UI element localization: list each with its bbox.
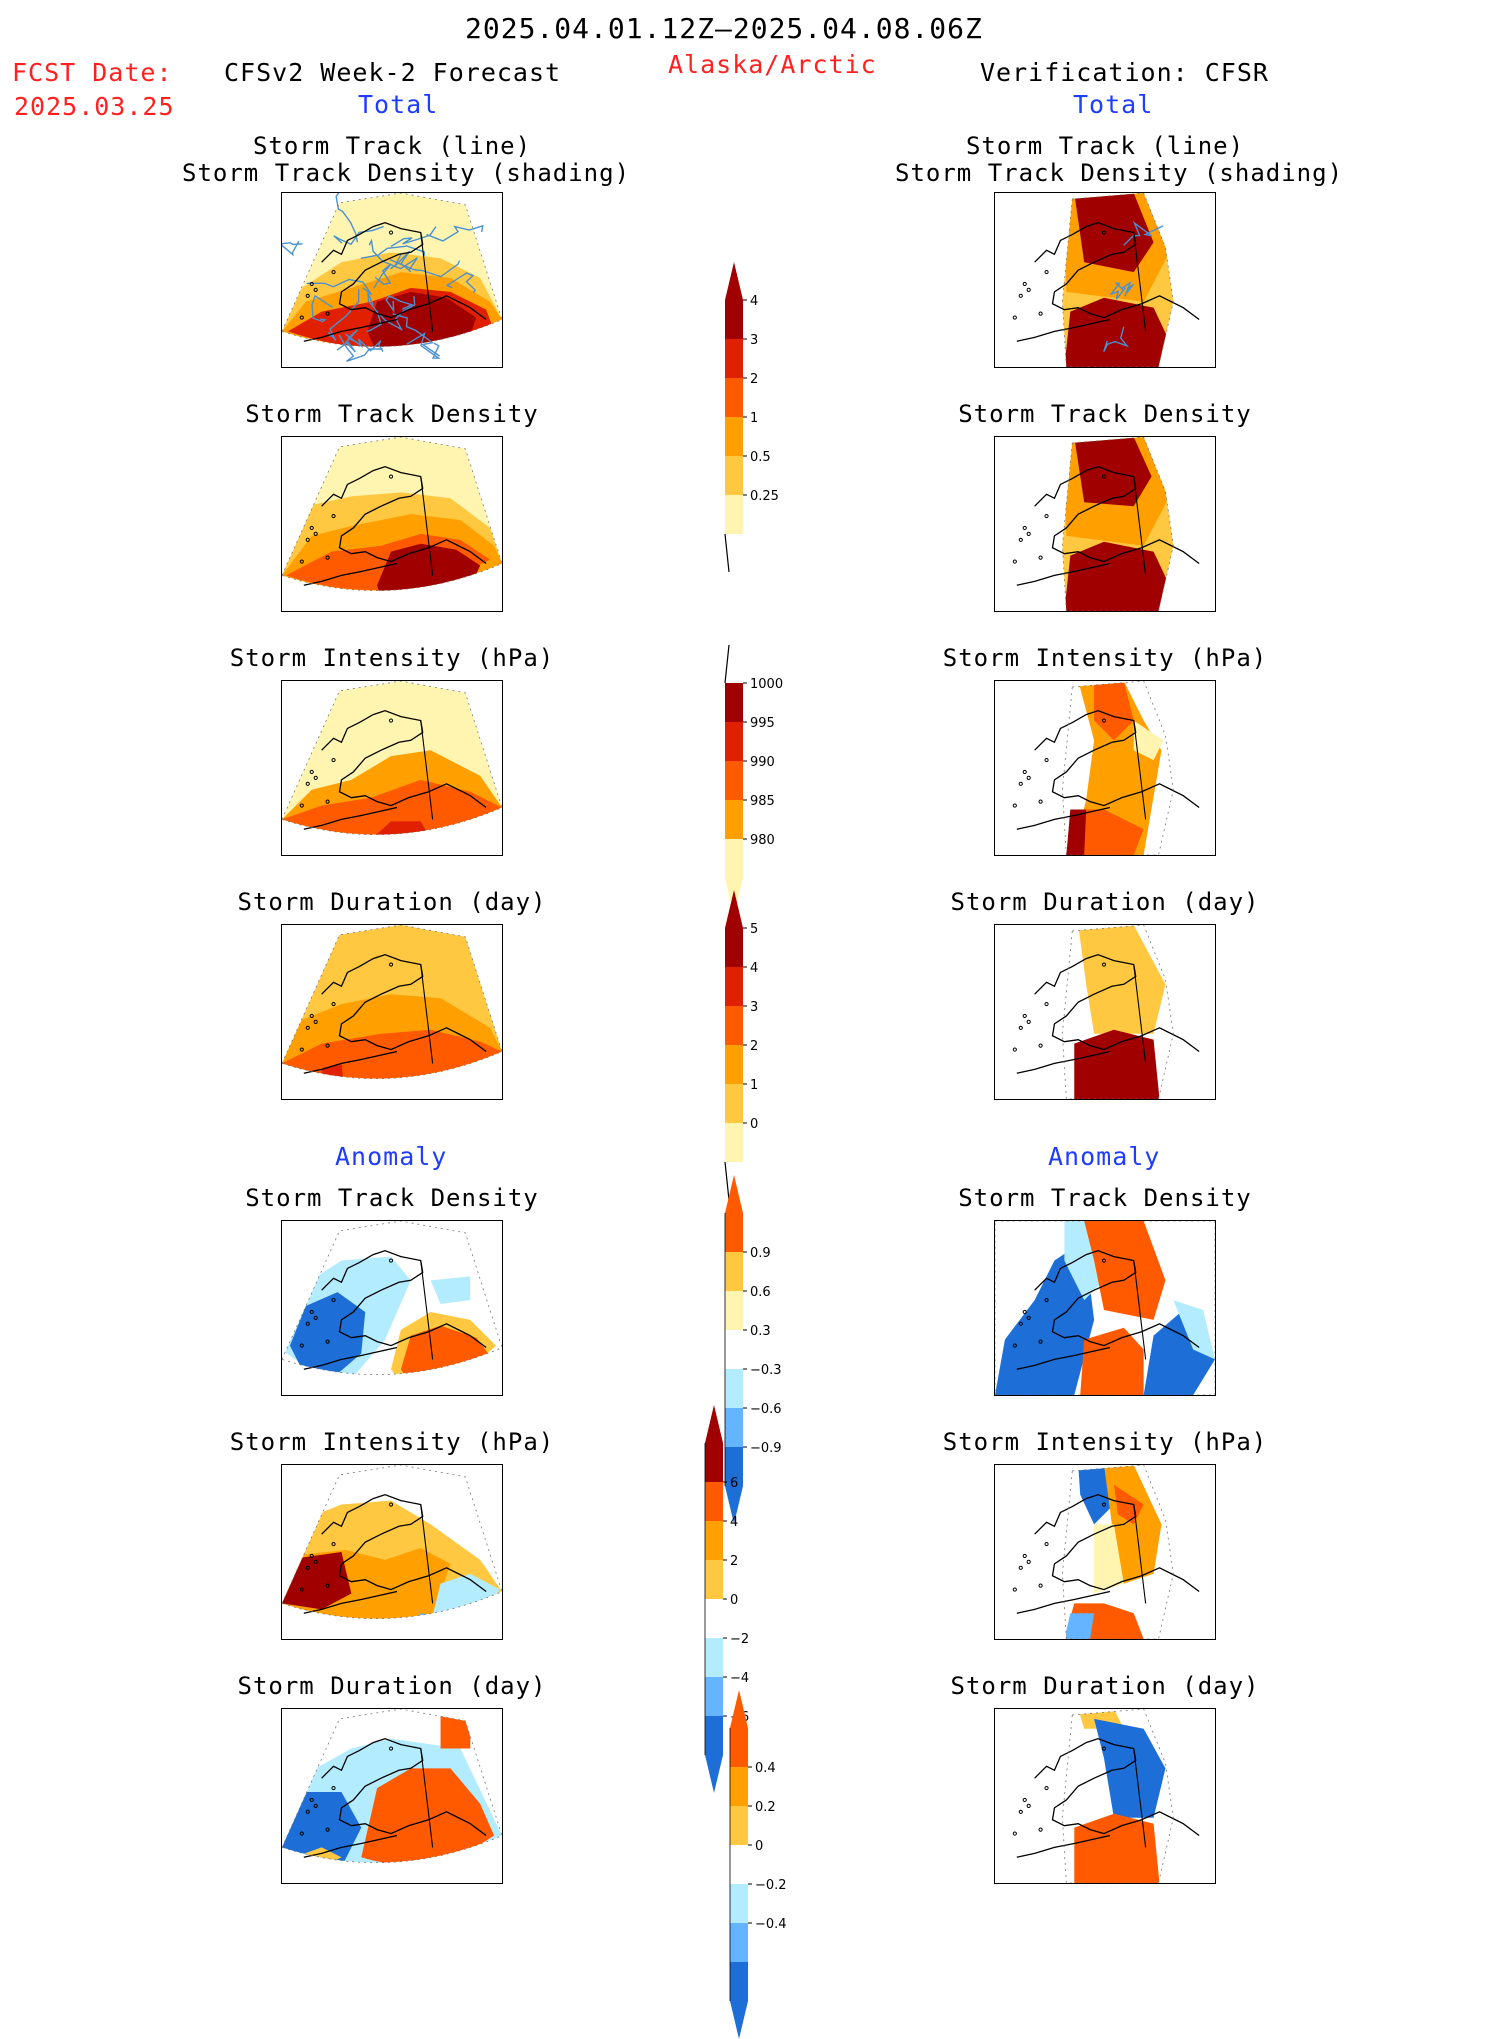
- right-title-duration: Storm Duration (day): [950, 888, 1260, 916]
- colorbar-tick-label: 990: [750, 755, 775, 770]
- right-title-track-line: Storm Track (line) Storm Track Density (s…: [895, 132, 1344, 187]
- map-verification-intensity: [994, 680, 1216, 856]
- forecast-period: 2025.04.01.12Z–2025.04.08.06Z: [465, 12, 983, 45]
- map-forecast-duration: [281, 924, 503, 1100]
- colorbar-tick-label: 3: [750, 1000, 758, 1015]
- colorbar-tick-label: 4: [730, 1515, 738, 1530]
- anomaly-label-left: Anomaly: [335, 1142, 448, 1171]
- left-title-anom-duration: Storm Duration (day): [237, 1672, 547, 1700]
- colorbar-tick-label: 0.9: [750, 1246, 771, 1261]
- colorbar-tick-label: 3: [750, 333, 758, 348]
- left-title-anom-intensity: Storm Intensity (hPa): [229, 1428, 555, 1456]
- region-title: Alaska/Arctic: [668, 50, 877, 79]
- fcst-date-value: 2025.03.25: [14, 92, 175, 121]
- right-title-anom-density: Storm Track Density: [958, 1184, 1252, 1212]
- colorbar-anom-duration: 0.4 0.2 0 −0.2 −0.4: [720, 1690, 820, 2039]
- colorbar-tick-label: 4: [750, 294, 758, 309]
- verification-title: Verification: CFSR: [980, 58, 1269, 87]
- right-title-anom-duration: Storm Duration (day): [950, 1672, 1260, 1700]
- total-label-left: Total: [358, 90, 439, 119]
- map-verification-density: [994, 436, 1216, 612]
- colorbar-duration: 5 4 3 2 1 0: [715, 890, 815, 1201]
- colorbar-tick-label: 1: [750, 411, 758, 426]
- colorbar-tick-label: 0: [755, 1839, 763, 1854]
- map-forecast-intensity: [281, 680, 503, 856]
- colorbar-tick-label: 6: [730, 1476, 738, 1491]
- colorbar-tick-label: 0.5: [750, 450, 771, 465]
- colorbar-tick-label: 0.25: [750, 489, 779, 504]
- map-verification-anom-intensity: [994, 1464, 1216, 1640]
- model-title: CFSv2 Week-2 Forecast: [224, 58, 562, 87]
- left-title-intensity: Storm Intensity (hPa): [229, 644, 555, 672]
- map-verification-track-line: [994, 192, 1216, 368]
- left-title-duration: Storm Duration (day): [237, 888, 547, 916]
- colorbar-anom-density: 0.9 0.6 0.3 −0.3 −0.6 −0.9: [715, 1175, 815, 1524]
- map-forecast-anom-intensity: [281, 1464, 503, 1640]
- right-title-density: Storm Track Density: [958, 400, 1252, 428]
- left-title-density: Storm Track Density: [245, 400, 539, 428]
- map-forecast-density: [281, 436, 503, 612]
- colorbar-tick-label: 4: [750, 961, 758, 976]
- colorbar-tick-label: 995: [750, 716, 775, 731]
- left-title-anom-density: Storm Track Density: [245, 1184, 539, 1212]
- left-title-track-line: Storm Track (line) Storm Track Density (s…: [182, 132, 631, 187]
- anomaly-label-right: Anomaly: [1048, 1142, 1161, 1171]
- colorbar-tick-label: 5: [750, 922, 758, 937]
- colorbar-tick-label: 0.6: [750, 1285, 771, 1300]
- colorbar-tick-label: 985: [750, 794, 775, 809]
- colorbar-tick-label: 0: [750, 1117, 758, 1132]
- colorbar-tick-label: −0.3: [750, 1363, 782, 1378]
- colorbar-tick-label: 2: [730, 1554, 738, 1569]
- map-forecast-track-line: [281, 192, 503, 368]
- colorbar-tick-label: −0.2: [755, 1878, 787, 1893]
- colorbar-tick-label: 1: [750, 1078, 758, 1093]
- colorbar-tick-label: −4: [730, 1671, 749, 1686]
- map-verification-duration: [994, 924, 1216, 1100]
- colorbar-tick-label: 0.4: [755, 1761, 776, 1776]
- colorbar-tick-label: 2: [750, 1039, 758, 1054]
- map-forecast-anom-duration: [281, 1708, 503, 1884]
- map-verification-anom-duration: [994, 1708, 1216, 1884]
- colorbar-density: 4 3 2 1 0.5 0.25: [715, 262, 815, 573]
- colorbar-tick-label: 2: [750, 372, 758, 387]
- right-title-intensity: Storm Intensity (hPa): [942, 644, 1268, 672]
- map-forecast-anom-density: [281, 1220, 503, 1396]
- total-label-right: Total: [1073, 90, 1154, 119]
- fcst-date-label: FCST Date:: [12, 58, 173, 87]
- colorbar-tick-label: 0.3: [750, 1324, 771, 1339]
- right-title-anom-intensity: Storm Intensity (hPa): [942, 1428, 1268, 1456]
- colorbar-tick-label: −0.6: [750, 1402, 782, 1417]
- colorbar-tick-label: 980: [750, 833, 775, 848]
- colorbar-tick-label: 0: [730, 1593, 738, 1608]
- map-verification-anom-density: [994, 1220, 1216, 1396]
- colorbar-tick-label: 1000: [750, 677, 783, 692]
- colorbar-intensity: 1000 995 990 985 980: [715, 644, 815, 916]
- colorbar-tick-label: −2: [730, 1632, 749, 1647]
- colorbar-tick-label: −0.9: [750, 1441, 782, 1456]
- colorbar-tick-label: 0.2: [755, 1800, 776, 1815]
